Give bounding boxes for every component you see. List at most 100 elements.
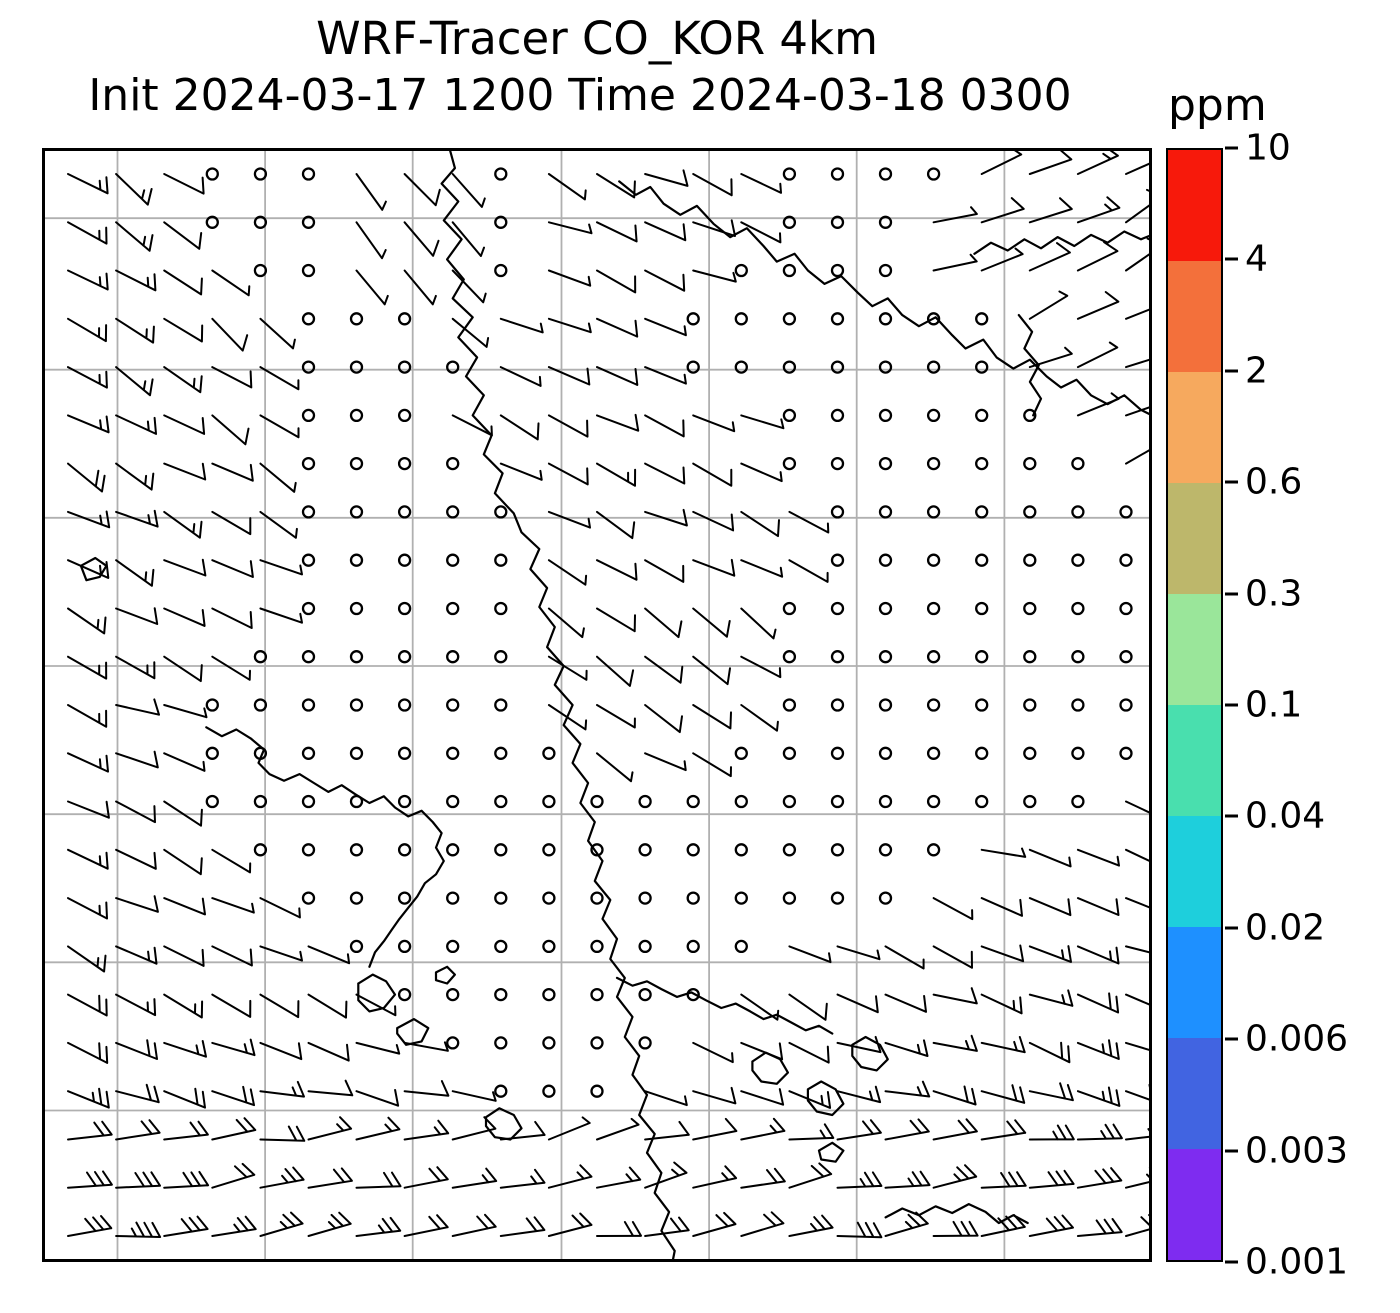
- calm-wind-marker: [349, 891, 364, 905]
- wind-barb: [788, 1041, 830, 1064]
- calm-wind-marker: [590, 843, 604, 857]
- wind-barb: [1028, 1169, 1075, 1189]
- wind-barb: [1125, 800, 1152, 815]
- wind-barb: [403, 1166, 449, 1189]
- calm-wind-marker: [590, 794, 604, 809]
- wind-barb: [547, 510, 591, 529]
- wind-barb: [932, 1118, 978, 1141]
- wind-barb: [163, 269, 203, 296]
- calm-wind-marker: [878, 167, 893, 181]
- wind-barb: [67, 607, 107, 635]
- wind-barb: [596, 173, 636, 199]
- wind-barb: [740, 1167, 786, 1189]
- wind-barb: [1076, 291, 1120, 320]
- wind-barb: [547, 1212, 593, 1237]
- calm-wind-marker: [446, 746, 460, 760]
- wind-barb: [307, 1079, 354, 1097]
- colorbar-segment: [1168, 372, 1221, 483]
- wind-barb: [740, 1117, 786, 1141]
- calm-wind-marker: [349, 312, 364, 326]
- coastline: [434, 965, 456, 985]
- wind-barb: [740, 1088, 785, 1106]
- calm-wind-marker: [301, 215, 316, 229]
- wind-barb: [980, 197, 1025, 224]
- wind-barb: [499, 1120, 546, 1141]
- calm-wind-marker: [590, 987, 604, 1002]
- wind-barb: [163, 607, 206, 627]
- wind-barb: [1076, 341, 1119, 369]
- calm-wind-marker: [446, 1036, 460, 1050]
- wind-barb: [115, 993, 157, 1017]
- calm-wind-marker: [301, 794, 316, 809]
- wind-barb: [115, 317, 155, 344]
- calm-wind-marker: [205, 167, 219, 181]
- wind-barb: [1028, 848, 1072, 868]
- calm-wind-marker: [494, 987, 508, 1002]
- calm-wind-marker: [1119, 601, 1133, 616]
- calm-wind-marker: [1023, 456, 1037, 471]
- wind-barb: [355, 993, 397, 1017]
- colorbar-tick-mark: [1225, 369, 1238, 373]
- coastline: [79, 556, 108, 582]
- wind-barb: [163, 221, 203, 250]
- wind-barb: [67, 993, 108, 1017]
- calm-wind-marker: [926, 843, 941, 857]
- wind-barb: [403, 269, 437, 306]
- calm-wind-marker: [446, 698, 460, 712]
- wind-barb-map: [42, 148, 1152, 1262]
- calm-wind-marker: [1071, 794, 1085, 809]
- calm-wind-marker: [926, 601, 941, 616]
- calm-wind-marker: [397, 650, 412, 664]
- wind-barb: [355, 173, 387, 211]
- wind-barb: [67, 848, 109, 870]
- calm-wind-marker: [638, 939, 652, 954]
- calm-wind-marker: [734, 891, 748, 905]
- wind-barb: [644, 169, 689, 187]
- wind-barb: [692, 414, 736, 433]
- wind-barb: [644, 752, 687, 772]
- calm-wind-marker: [349, 505, 364, 519]
- wind-barb: [788, 1123, 835, 1141]
- wind-barb: [115, 559, 155, 587]
- calm-wind-marker: [1071, 601, 1085, 616]
- wind-barb: [163, 752, 206, 772]
- wind-barb: [307, 1211, 352, 1237]
- wind-barb: [547, 559, 588, 586]
- colorbar-tick-mark: [1225, 592, 1238, 596]
- calm-wind-marker: [494, 650, 508, 664]
- calm-wind-marker: [446, 505, 460, 519]
- wind-barb: [644, 1090, 688, 1107]
- calm-wind-marker: [926, 746, 941, 760]
- calm-wind-marker: [830, 505, 845, 519]
- calm-wind-marker: [782, 360, 797, 374]
- colorbar-segment: [1168, 927, 1221, 1038]
- calm-wind-marker: [878, 263, 893, 278]
- calm-wind-marker: [301, 312, 316, 326]
- calm-wind-marker: [975, 746, 989, 760]
- wind-barb: [115, 462, 155, 491]
- calm-wind-marker: [782, 843, 797, 857]
- calm-wind-marker: [494, 746, 508, 760]
- wind-barb: [67, 510, 111, 529]
- wind-barb: [259, 897, 301, 919]
- calm-wind-marker: [301, 601, 316, 616]
- wind-barb: [355, 1216, 402, 1237]
- wind-barb: [692, 655, 731, 686]
- wind-barb: [1076, 241, 1119, 272]
- calm-wind-marker: [349, 843, 364, 857]
- wind-barb: [211, 848, 252, 874]
- calm-wind-marker: [830, 891, 845, 905]
- calm-wind-marker: [830, 553, 845, 567]
- wind-barb: [211, 269, 251, 297]
- calm-wind-marker: [542, 843, 556, 857]
- calm-wind-marker: [975, 360, 989, 374]
- wind-barb: [692, 219, 736, 237]
- coastline: [618, 180, 1152, 417]
- wind-barb: [596, 462, 637, 487]
- wind-barb: [644, 414, 685, 438]
- calm-wind-marker: [734, 263, 748, 278]
- wind-barb: [403, 1119, 450, 1141]
- calm-wind-marker: [1023, 650, 1037, 664]
- coastline: [817, 1141, 845, 1163]
- calm-wind-marker: [349, 939, 364, 954]
